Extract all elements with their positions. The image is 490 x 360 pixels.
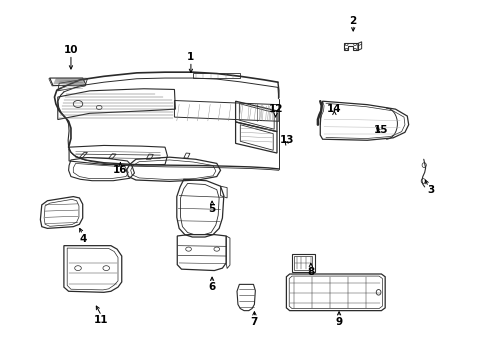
Text: 4: 4 [79,234,86,244]
Text: 14: 14 [327,104,342,114]
Text: 5: 5 [208,204,216,214]
Text: 6: 6 [208,282,216,292]
Text: 16: 16 [113,165,127,175]
Text: 15: 15 [374,125,389,135]
Text: 7: 7 [251,317,258,327]
Text: 12: 12 [269,104,283,114]
Text: 1: 1 [187,52,195,62]
Text: 10: 10 [64,45,78,55]
Text: 13: 13 [280,135,294,145]
Text: 2: 2 [349,16,357,26]
Text: 8: 8 [307,267,315,276]
Text: 9: 9 [336,317,343,327]
Text: 3: 3 [427,185,435,195]
Text: 11: 11 [94,315,109,325]
